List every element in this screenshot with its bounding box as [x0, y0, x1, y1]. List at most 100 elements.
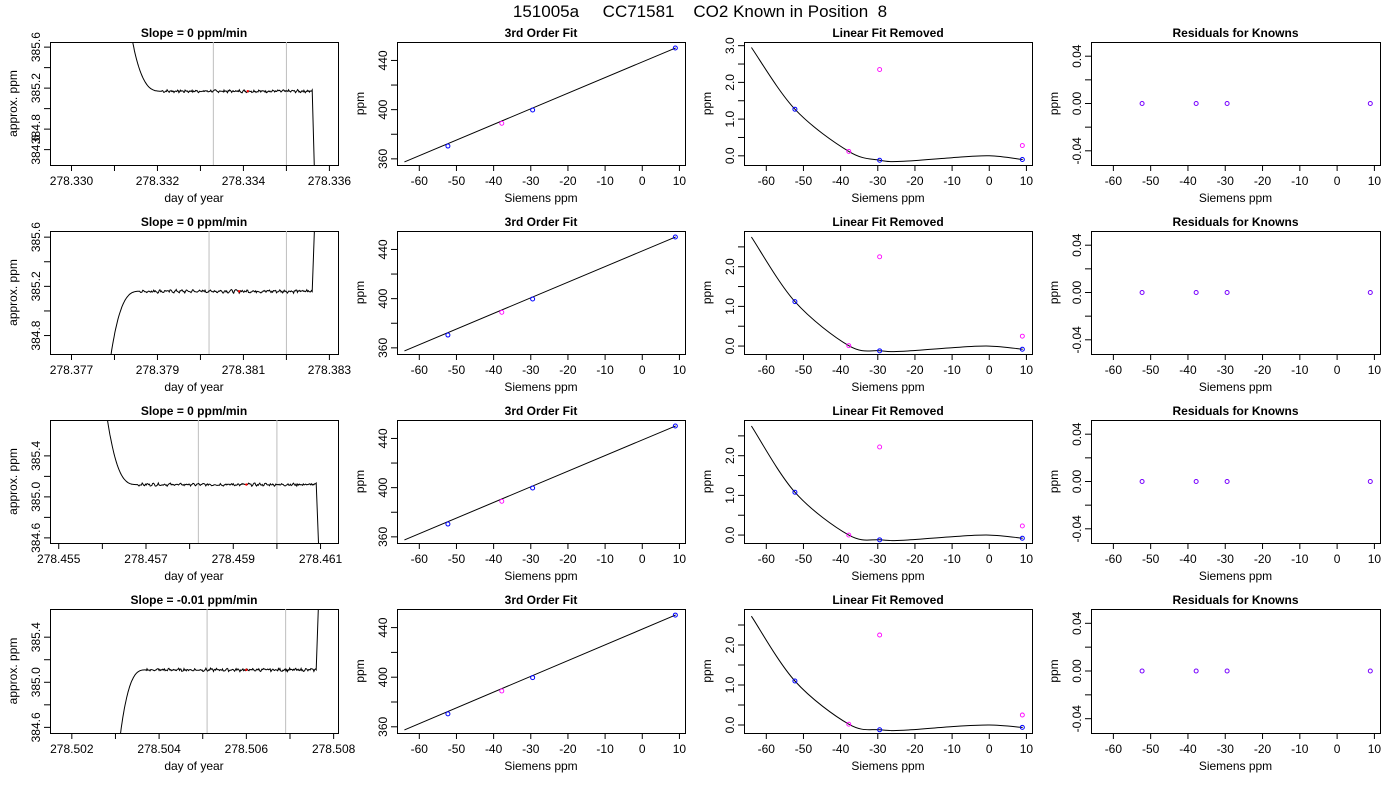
y-tick-label: 1.0 [723, 298, 737, 315]
x-tick-label: -60 [1105, 174, 1123, 188]
y-tick-label: 1.0 [723, 676, 737, 693]
panel-r2-c1: 3rd Order Fit -60 -50 -40 -30 -20 -10 0 10 360 400… [353, 404, 686, 583]
x-tick-label: 278.336 [308, 174, 352, 188]
sample-point [877, 67, 883, 72]
sample-point [877, 632, 883, 638]
x-tick-label: 10 [673, 363, 687, 377]
mean-marker [245, 483, 248, 486]
x-tick-label: -30 [1217, 552, 1235, 566]
x-tick-label: -10 [596, 742, 614, 756]
y-axis-label: ppm [700, 470, 714, 493]
x-tick-label: 0 [639, 742, 646, 756]
x-tick-label: 10 [1368, 552, 1382, 566]
x-axis-label: Siemens ppm [504, 569, 577, 583]
x-tick-label: -30 [522, 174, 540, 188]
y-tick-label: 360 [376, 716, 390, 736]
x-tick-label: 0 [1334, 363, 1341, 377]
x-tick-label: -40 [485, 742, 503, 756]
y-tick-label: 360 [376, 338, 390, 358]
x-tick-label: -20 [906, 174, 924, 188]
x-tick-label: -10 [1291, 742, 1309, 756]
panel-r0-c2: Linear Fit Removed -60 -50 -40 -30 -20 -10 0 10 0… [700, 26, 1033, 205]
x-axis-label: Siemens ppm [504, 759, 577, 773]
x-axis-label: Siemens ppm [1199, 191, 1272, 205]
x-tick-label: 0 [639, 363, 646, 377]
concentration-trace [120, 609, 319, 733]
known-point [877, 727, 883, 733]
known-point [1224, 101, 1230, 106]
x-tick-label: -30 [869, 174, 887, 188]
x-tick-label: -40 [485, 174, 503, 188]
known-point [672, 612, 678, 618]
panel-r3-c1: 3rd Order Fit -60 -50 -40 -30 -20 -10 0 10 360 400… [353, 593, 686, 773]
y-tick-label: 384.8 [29, 320, 43, 350]
x-tick-label: -20 [1254, 363, 1272, 377]
sample-point [1019, 333, 1025, 339]
plot-frame [397, 420, 686, 544]
sample-point [846, 532, 852, 538]
plot-frame [397, 231, 686, 355]
panel-title: 3rd Order Fit [505, 593, 578, 607]
known-point [877, 157, 883, 163]
known-point [1193, 290, 1199, 295]
y-tick-label: 440 [376, 428, 390, 448]
x-tick-label: -50 [795, 174, 813, 188]
known-point [1367, 479, 1373, 484]
known-point [792, 489, 798, 495]
y-axis-label: approx. ppm [6, 638, 20, 705]
known-point [1019, 346, 1025, 352]
y-tick-label: -0.04 [1070, 515, 1084, 543]
y-tick-label: 360 [376, 527, 390, 547]
x-tick-label: -50 [448, 552, 466, 566]
sample-point [1019, 712, 1025, 718]
y-axis-label: approx. ppm [6, 70, 20, 137]
x-tick-label: 0 [639, 174, 646, 188]
x-tick-label: -50 [1142, 552, 1160, 566]
x-axis-label: Siemens ppm [504, 380, 577, 394]
panel-title: 3rd Order Fit [505, 215, 578, 229]
fit-line [404, 236, 676, 352]
x-axis-label: day of year [164, 380, 223, 394]
x-tick-label: -40 [832, 742, 850, 756]
y-axis-label: ppm [700, 281, 714, 304]
panel-r3-c2: Linear Fit Removed -60 -50 -40 -30 -20 -10 0 10 0… [700, 593, 1033, 773]
y-tick-label: 0.00 [1070, 469, 1084, 493]
y-tick-label: 3.0 [723, 37, 737, 54]
plot-frame [1091, 231, 1381, 355]
x-tick-label: -40 [485, 363, 503, 377]
panel-title: Slope = 0 ppm/min [141, 26, 247, 40]
plot-frame [397, 42, 686, 166]
y-tick-label: 385.2 [29, 73, 43, 103]
x-tick-label: -20 [559, 552, 577, 566]
panel-title: Linear Fit Removed [832, 215, 943, 229]
x-tick-label: -40 [1179, 363, 1197, 377]
x-tick-label: -10 [943, 363, 961, 377]
known-point [530, 296, 536, 302]
y-tick-label: 400 [376, 288, 390, 308]
x-tick-label: -60 [758, 552, 776, 566]
x-tick-label: -10 [943, 742, 961, 756]
panel-title: Residuals for Knowns [1172, 593, 1298, 607]
y-axis-label: ppm [1047, 659, 1061, 682]
x-tick-label: 278.508 [312, 742, 356, 756]
x-tick-label: 0 [639, 552, 646, 566]
panel-r3-c3: Residuals for Knowns -60 -50 -40 -30 -20 -10 0 1… [1047, 593, 1381, 773]
known-point [1193, 101, 1199, 106]
plot-frame [744, 609, 1033, 734]
y-axis-label: ppm [353, 659, 367, 682]
plot-frame [50, 231, 339, 355]
known-point [1019, 724, 1025, 730]
x-tick-label: 10 [1368, 174, 1382, 188]
x-tick-label: 278.377 [50, 363, 94, 377]
x-tick-label: -20 [1254, 174, 1272, 188]
y-tick-label: 400 [376, 667, 390, 687]
panel-r3-c0: Slope = -0.01 ppm/min 278.502 278.504 278.5… [6, 593, 356, 773]
y-tick-label: 2.0 [723, 74, 737, 91]
y-axis-label: ppm [353, 92, 367, 115]
x-tick-label: 278.334 [222, 174, 266, 188]
x-tick-label: -50 [448, 742, 466, 756]
x-tick-label: 278.455 [37, 552, 81, 566]
x-axis-label: Siemens ppm [851, 191, 924, 205]
x-tick-label: -10 [1291, 552, 1309, 566]
y-tick-label: 0.04 [1070, 44, 1084, 68]
